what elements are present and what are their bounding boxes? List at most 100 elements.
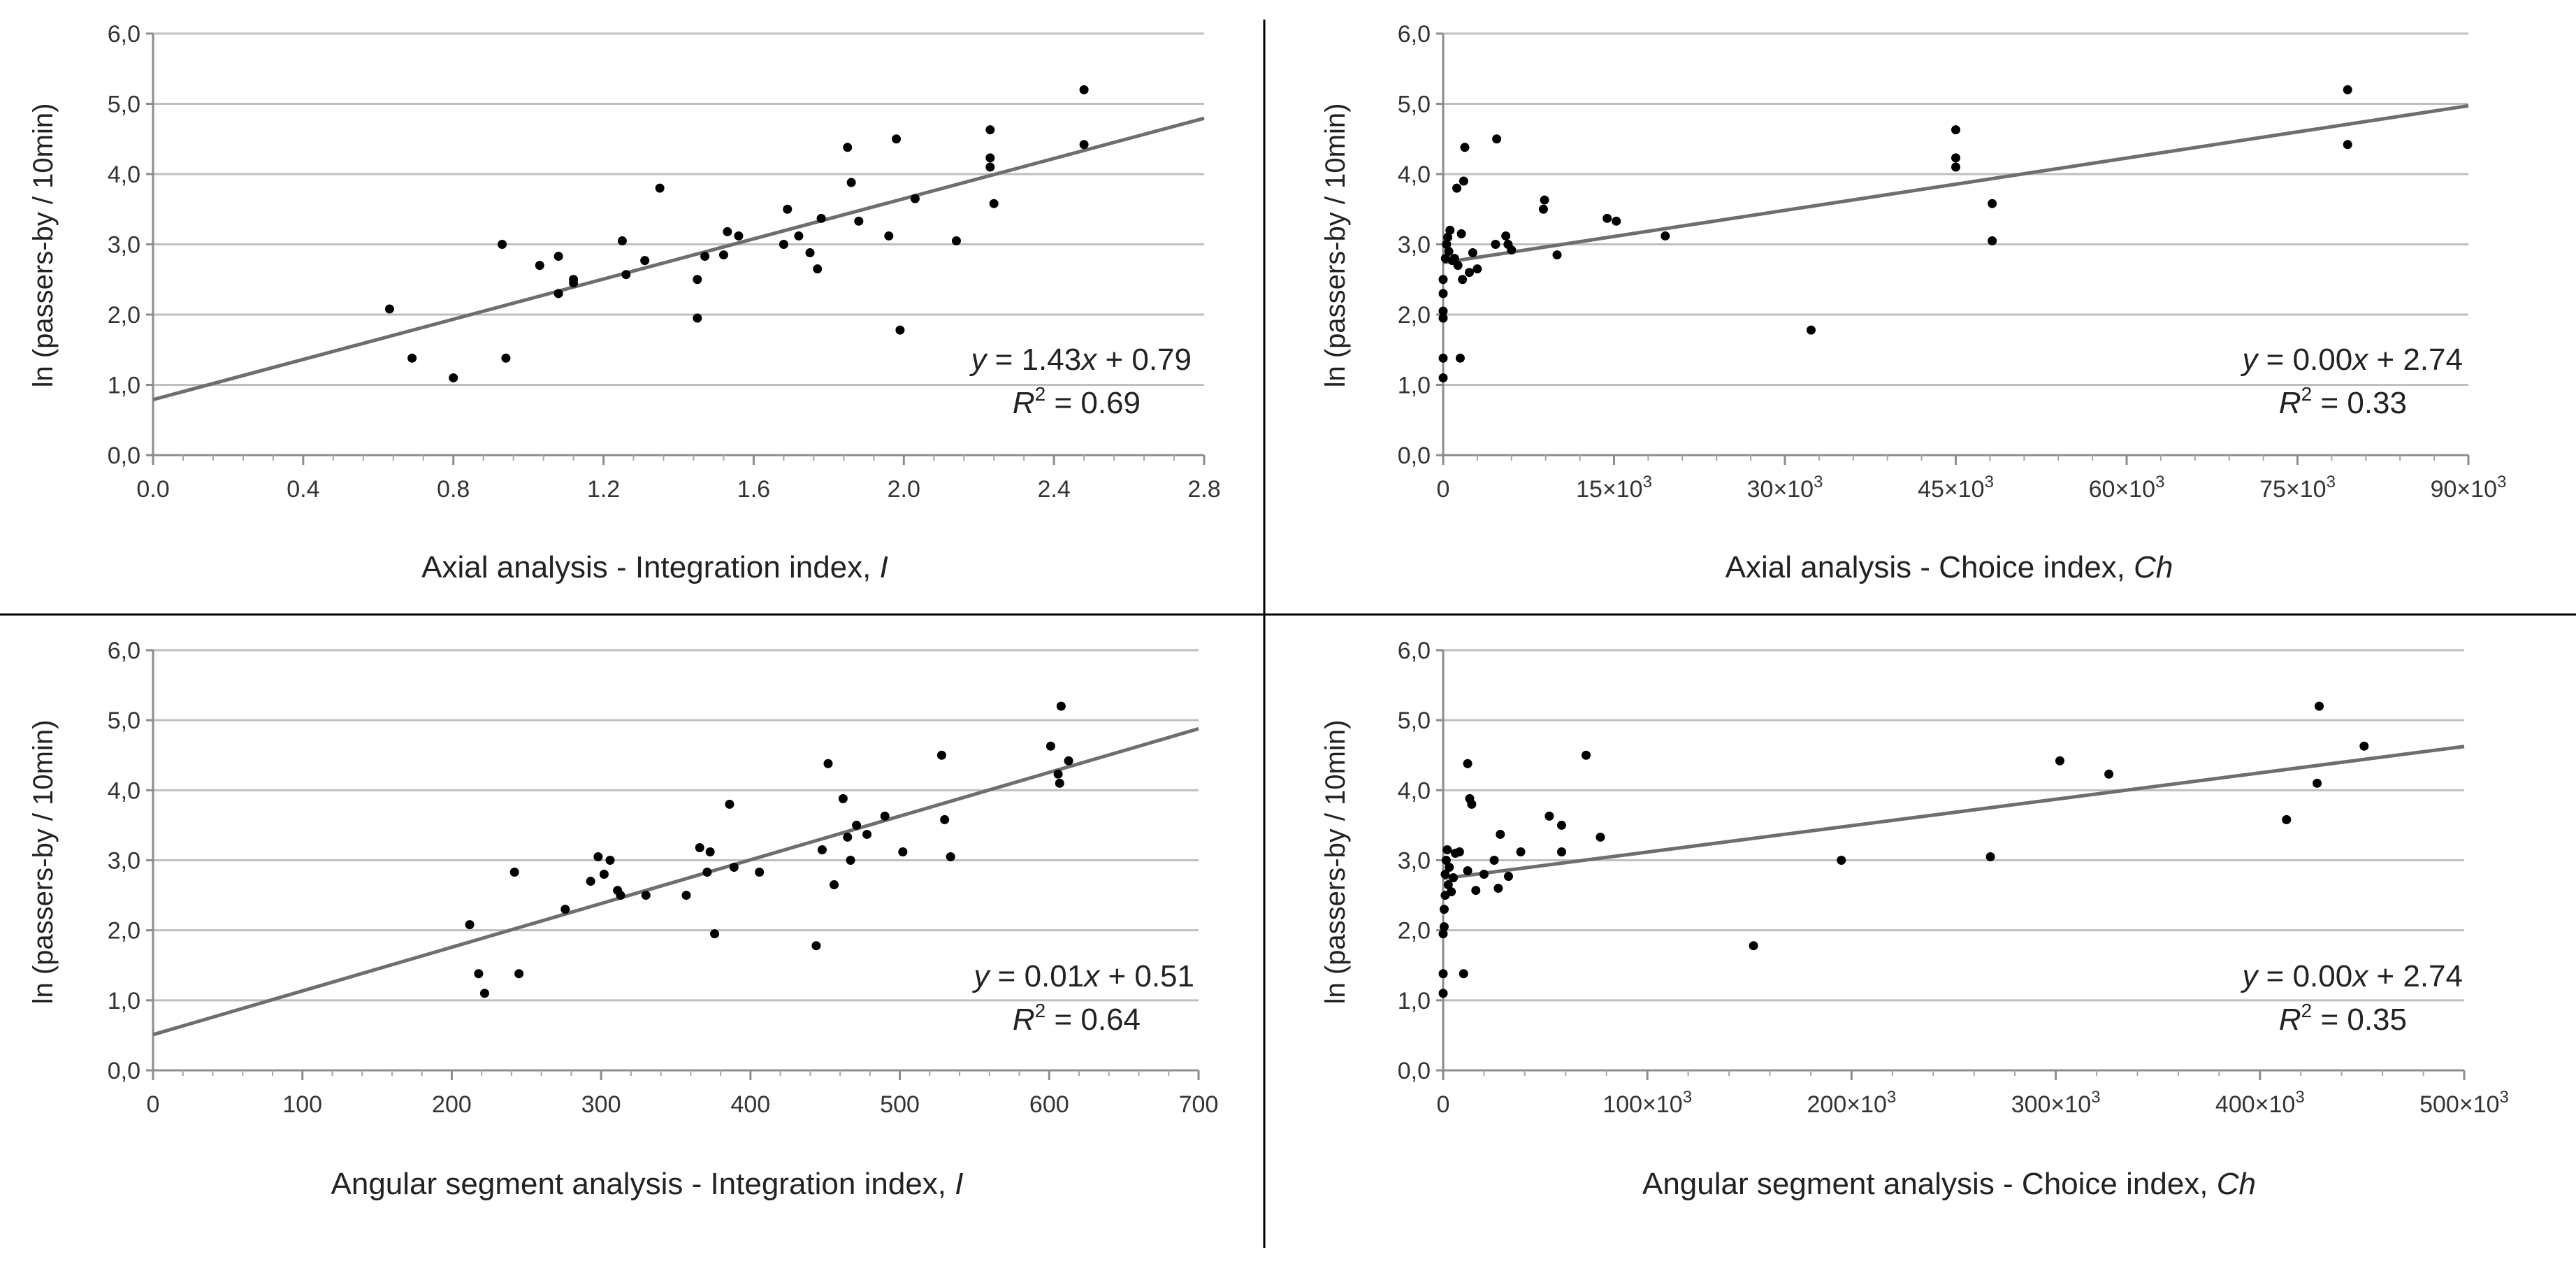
data-point <box>599 870 609 879</box>
x-tick-label: 300×103 <box>2011 1088 2101 1118</box>
data-point <box>816 213 826 223</box>
x-tick-label: 500×103 <box>2419 1088 2509 1118</box>
data-point <box>1467 799 1477 809</box>
plot-area: 0,0 1,0 2,0 3,0 4,0 5,0 6,0 0 100×103 200×103 300×… <box>1398 638 2509 1118</box>
trend-equation: y = 1.43x + 0.79 <box>969 343 1192 377</box>
data-point <box>1463 866 1472 876</box>
data-point <box>838 793 848 803</box>
data-point <box>465 920 475 930</box>
data-point <box>1985 852 1995 861</box>
data-point <box>1442 845 1452 854</box>
y-tick-label: 1,0 <box>1398 373 1431 399</box>
x-tick-label: 15×103 <box>1576 473 1652 503</box>
data-point <box>1459 176 1468 186</box>
trend-line <box>1442 103 2469 265</box>
data-point <box>1079 140 1089 150</box>
trend-line <box>1442 745 2465 881</box>
data-point <box>1556 847 1566 856</box>
data-point <box>817 845 827 854</box>
data-point <box>1582 750 1591 760</box>
x-tick-label: 0 <box>1437 476 1450 503</box>
data-point <box>1463 759 1472 768</box>
y-tick-label: 4,0 <box>1398 777 1431 804</box>
data-point <box>449 373 458 382</box>
y-tick-label: 4,0 <box>108 161 140 188</box>
data-point <box>621 270 631 280</box>
data-point <box>1837 856 1846 865</box>
y-tick-label: 0,0 <box>1398 443 1431 469</box>
data-point <box>1556 820 1566 830</box>
data-point <box>1516 847 1526 856</box>
data-point <box>843 832 853 842</box>
data-point <box>895 325 905 335</box>
r-squared: R2 = 0.64 <box>1013 1000 1141 1037</box>
data-point <box>1444 247 1454 257</box>
r-squared: R2 = 0.69 <box>1013 383 1141 420</box>
data-point <box>1540 195 1549 205</box>
panel-axial-choice: 0,0 1,0 2,0 3,0 4,0 5,0 6,0 0 15×103 30×103 45×103… <box>1320 21 2506 584</box>
y-tick-label: 6,0 <box>1398 638 1431 664</box>
data-point <box>823 759 833 768</box>
data-point <box>892 134 902 144</box>
data-point <box>1055 778 1064 788</box>
data-point <box>1442 240 1452 249</box>
data-point <box>1507 245 1517 255</box>
y-tick-label: 5,0 <box>1398 708 1431 734</box>
data-point <box>1438 353 1448 363</box>
data-point <box>1544 811 1554 821</box>
data-point <box>1045 741 1055 751</box>
data-point <box>702 868 712 877</box>
y-tick-label: 0,0 <box>1398 1058 1431 1084</box>
data-point <box>1602 213 1612 223</box>
data-point <box>509 868 519 877</box>
data-point <box>1806 325 1816 335</box>
data-point <box>1438 373 1448 382</box>
data-point <box>1493 884 1503 893</box>
y-tick-label: 2,0 <box>108 302 140 329</box>
data-point <box>1471 886 1481 896</box>
x-tick-label: 500 <box>880 1091 920 1118</box>
data-point <box>407 353 417 363</box>
data-point <box>862 829 872 839</box>
x-tick-label: 200 <box>432 1091 472 1118</box>
trend-line <box>152 116 1205 402</box>
y-axis-label: ln (passers-by / 10min) <box>1320 103 1351 388</box>
x-tick-label: 100 <box>282 1091 322 1118</box>
x-tick-label: 0 <box>147 1091 160 1118</box>
data-point <box>1438 989 1448 998</box>
data-point <box>655 183 665 193</box>
x-tick-label: 90×103 <box>2431 473 2507 503</box>
x-tick-label: 45×103 <box>1918 473 1994 503</box>
plot-area: 0,0 1,0 2,0 3,0 4,0 5,0 6,0 0.0 0.4 0.8 1.2 1.6 2.0 2… <box>108 21 1221 503</box>
y-tick-label: 5,0 <box>1398 92 1431 118</box>
data-point <box>1438 969 1448 979</box>
y-tick-label: 5,0 <box>108 92 140 118</box>
panel-angular-choice: 0,0 1,0 2,0 3,0 4,0 5,0 6,0 0 100×103 200×103 300×… <box>1320 638 2509 1201</box>
data-point <box>1443 880 1453 890</box>
data-point <box>723 227 732 236</box>
data-point <box>1454 847 1464 856</box>
y-tick-label: 0,0 <box>108 443 140 469</box>
data-point <box>641 891 651 900</box>
trend-equation: y = 0.00x + 2.74 <box>2240 343 2463 377</box>
data-point <box>1452 183 1462 193</box>
panel-axial-integration: 0,0 1,0 2,0 3,0 4,0 5,0 6,0 0.0 0.4 0.8 1.2 1.6 2.0 2… <box>28 21 1221 584</box>
data-point <box>1455 353 1465 363</box>
data-point <box>586 877 595 886</box>
x-tick-label: 1.2 <box>587 476 620 503</box>
data-point <box>1439 922 1449 932</box>
data-point <box>1440 254 1450 264</box>
data-point <box>1464 268 1474 278</box>
x-tick-label: 75×103 <box>2259 473 2336 503</box>
y-tick-label: 0,0 <box>108 1058 140 1084</box>
data-point <box>553 252 563 261</box>
data-point <box>1447 887 1456 897</box>
data-point <box>695 842 704 852</box>
x-tick-label: 0.8 <box>437 476 470 503</box>
data-point <box>1538 204 1548 214</box>
data-point <box>693 275 702 285</box>
y-tick-label: 6,0 <box>108 21 140 48</box>
data-point <box>681 891 691 900</box>
data-point <box>910 194 920 203</box>
